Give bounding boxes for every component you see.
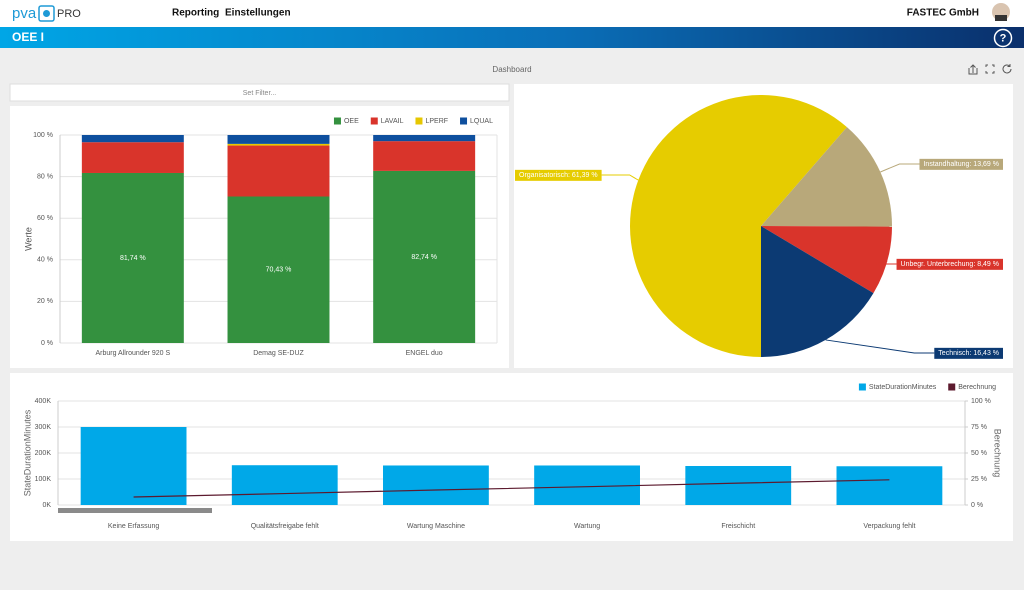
legend-label: StateDurationMinutes — [869, 384, 937, 391]
data-label: 70,43 % — [266, 267, 292, 274]
x-tick-label: Freischicht — [721, 523, 755, 530]
nav-item[interactable]: Reporting — [172, 8, 219, 19]
bar-segment — [227, 135, 330, 144]
x-tick-label: Arburg Allrounder 920 S — [95, 350, 170, 357]
help-icon: ? — [1000, 32, 1007, 44]
x-tick-label: Demag SE-DUZ — [253, 350, 304, 357]
bar-segment — [81, 172, 184, 343]
scrollbar[interactable] — [58, 508, 212, 513]
fullscreen-icon[interactable] — [985, 64, 995, 74]
top-bar — [0, 0, 1024, 27]
export-icon[interactable] — [968, 64, 978, 75]
legend-swatch — [370, 117, 378, 125]
logo-suffix: PRO — [57, 8, 81, 20]
legend-label: LPERF — [425, 118, 448, 125]
y-tick-label: 0K — [42, 502, 51, 509]
bar-segment — [373, 170, 476, 343]
y2-tick-label: 100 % — [971, 398, 991, 405]
bar — [80, 427, 187, 505]
bar-segment — [227, 143, 330, 146]
legend-swatch — [415, 117, 423, 125]
y2-tick-label: 75 % — [971, 424, 987, 431]
y2-tick-label: 25 % — [971, 476, 987, 483]
bar — [685, 466, 792, 505]
bar-segment — [81, 142, 184, 173]
filter-box[interactable] — [9, 83, 510, 102]
company-name[interactable]: FASTEC GmbH — [907, 8, 979, 19]
legend-swatch — [460, 117, 468, 125]
y2-tick-label: 50 % — [971, 450, 987, 457]
leader-line — [876, 260, 897, 265]
y-tick-label: 80 % — [37, 173, 53, 180]
avatar-shirt — [995, 15, 1007, 21]
x-tick-label: Verpackung fehlt — [863, 523, 915, 530]
filter-placeholder: Set Filter... — [243, 90, 277, 97]
bar-segment — [81, 135, 184, 143]
y-axis-label: Werte — [23, 227, 33, 251]
data-label: 82,74 % — [411, 254, 437, 261]
toolbar — [968, 64, 1012, 75]
data-label: 81,74 % — [120, 255, 146, 262]
pie-slice — [761, 127, 892, 227]
bar — [231, 465, 338, 505]
y2-tick-label: 0 % — [971, 502, 983, 509]
pie-slice — [761, 226, 892, 294]
page-title: OEE I — [12, 30, 44, 44]
slice-label: Technisch: 16,43 % — [938, 350, 999, 357]
bar-segment — [373, 141, 476, 171]
y-tick-label: 60 % — [37, 215, 53, 222]
logo: pva — [12, 5, 37, 22]
line — [133, 479, 890, 498]
slice-label-box — [896, 258, 1003, 270]
y-tick-label: 100 % — [33, 132, 53, 139]
legend-label: OEE — [344, 118, 359, 125]
title-bar — [0, 27, 1024, 48]
pie-slice — [761, 226, 874, 357]
dashboard-title: Dashboard — [492, 65, 531, 74]
x-tick-label: Wartung Maschine — [407, 523, 465, 530]
legend-swatch — [948, 383, 956, 391]
logo-icon-dot — [43, 10, 50, 17]
x-tick-label: Qualitätsfreigabe fehlt — [251, 523, 319, 530]
leader-line — [825, 339, 935, 354]
legend-swatch — [333, 117, 341, 125]
y-axis-label: StateDurationMinutes — [22, 409, 32, 496]
y2-axis-label: Berechnung — [993, 429, 1003, 478]
help-button[interactable] — [993, 28, 1013, 48]
slice-label: Organisatorisch: 61,39 % — [519, 172, 598, 179]
leader-line — [601, 174, 639, 181]
leader-line — [880, 163, 920, 173]
y-tick-label: 40 % — [37, 257, 53, 264]
x-tick-label: ENGEL duo — [406, 350, 443, 357]
legend-label: LAVAIL — [381, 118, 404, 125]
x-tick-label: Wartung — [574, 523, 600, 530]
refresh-icon[interactable] — [1002, 64, 1012, 74]
logo-icon — [38, 5, 55, 22]
bar — [383, 465, 489, 505]
bar-segment — [227, 196, 330, 343]
legend-label: Berechnung — [958, 384, 996, 391]
slice-label: Instandhaltung: 13,69 % — [923, 161, 999, 168]
y-tick-label: 300K — [35, 424, 52, 431]
bar — [836, 466, 943, 505]
slice-label-box — [515, 169, 602, 181]
bar-segment — [227, 145, 330, 197]
y-tick-label: 400K — [35, 398, 52, 405]
legend-label: LQUAL — [470, 118, 493, 125]
y-tick-label: 200K — [35, 450, 52, 457]
pie-slice — [629, 95, 847, 358]
slice-label-box — [919, 158, 1003, 170]
slice-label: Unbegr. Unterbrechung: 8,49 % — [901, 261, 999, 268]
bar — [534, 465, 640, 505]
x-tick-label: Keine Erfassung — [108, 523, 159, 530]
slice-label-box — [934, 347, 1003, 359]
y-tick-label: 20 % — [37, 298, 53, 305]
bar-segment — [373, 135, 476, 142]
nav-item[interactable]: Einstellungen — [225, 8, 291, 19]
y-tick-label: 100K — [35, 476, 52, 483]
legend-swatch — [858, 383, 866, 391]
y-tick-label: 0 % — [41, 340, 53, 347]
